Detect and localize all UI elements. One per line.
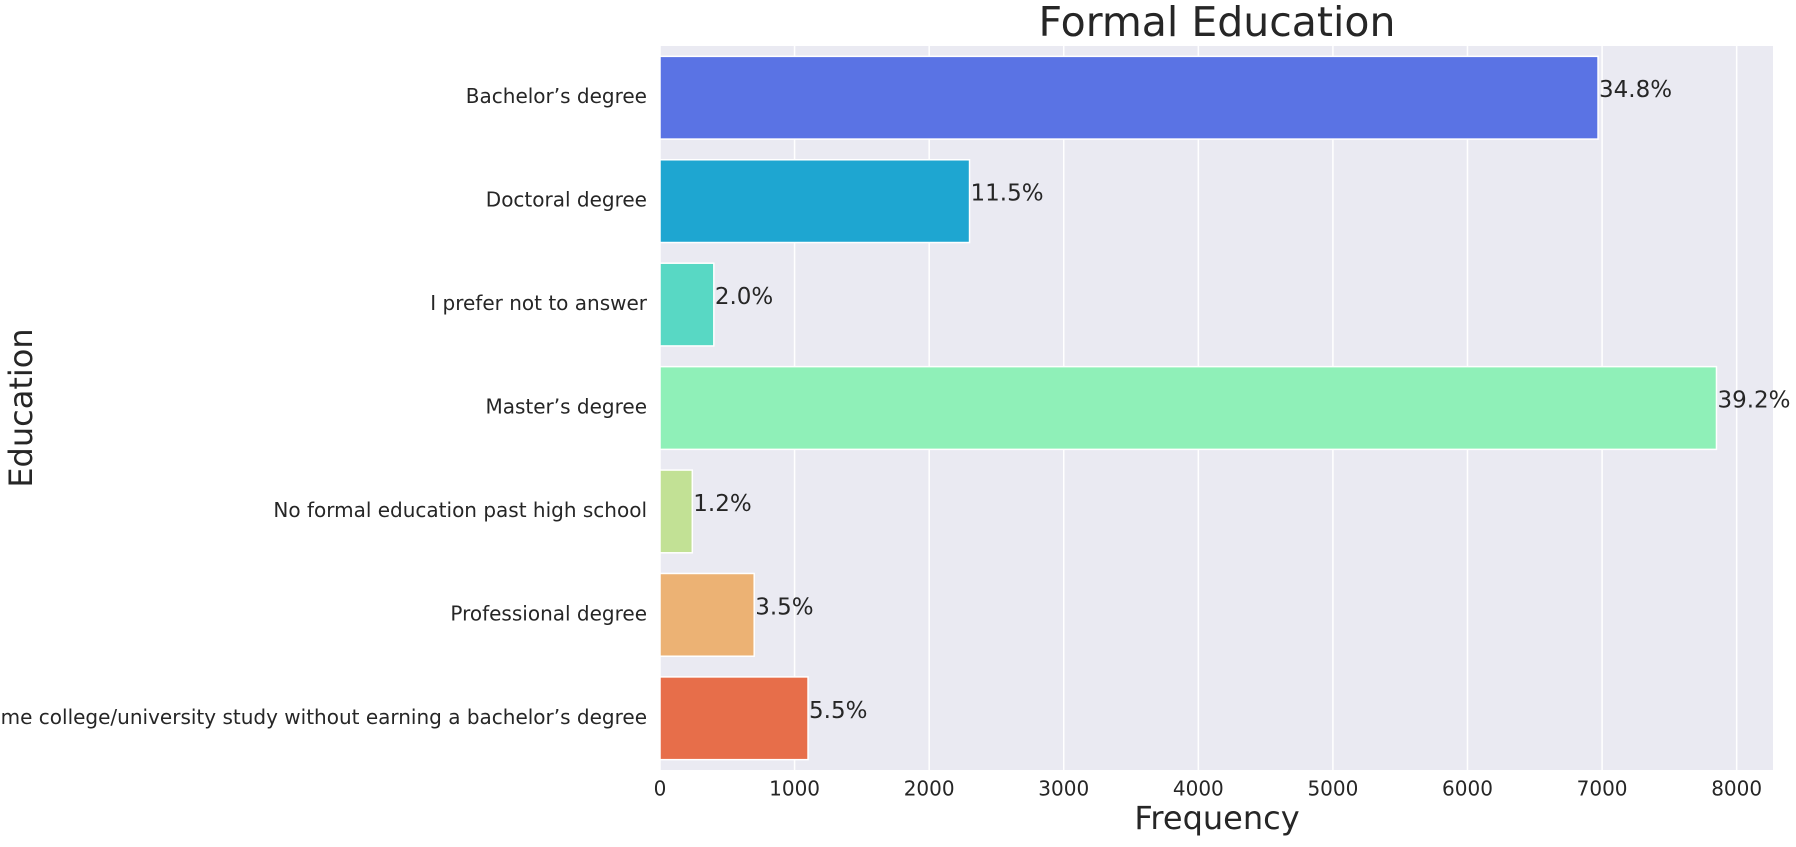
bar (659, 365, 1718, 451)
y-tick-label: Master’s degree (485, 395, 647, 419)
bar-annotation: 2.0% (715, 284, 773, 310)
x-tick-label: 8000 (1711, 777, 1762, 801)
x-tick-label: 7000 (1577, 777, 1628, 801)
bar (659, 676, 809, 761)
bar-annotation: 1.2% (693, 491, 751, 517)
bar-annotation: 3.5% (755, 594, 813, 620)
y-tick-label: Some college/university study without ea… (0, 705, 647, 729)
bar-annotation: 34.8% (1599, 77, 1672, 103)
x-tick-label: 4000 (1173, 777, 1224, 801)
y-tick-label: No formal education past high school (273, 498, 647, 522)
bar-annotation: 39.2% (1717, 388, 1790, 414)
y-tick-label: I prefer not to answer (430, 291, 648, 315)
x-tick-label: 5000 (1307, 777, 1358, 801)
bar (659, 55, 1599, 140)
x-tick-label: 1000 (769, 777, 820, 801)
y-axis-label: Education (2, 328, 40, 487)
bar (659, 469, 694, 554)
y-tick-label: Doctoral degree (486, 188, 647, 212)
x-axis-label: Frequency (1134, 799, 1299, 837)
x-tick-label: 6000 (1442, 777, 1493, 801)
chart-title: Formal Education (1039, 0, 1396, 46)
x-tick-label: 3000 (1038, 777, 1089, 801)
bar-annotation: 11.5% (971, 181, 1044, 207)
bar (659, 159, 971, 244)
x-tick-label: 2000 (904, 777, 955, 801)
y-tick-label: Bachelor’s degree (466, 84, 647, 108)
bar (659, 572, 755, 657)
bar-annotation: 5.5% (809, 698, 867, 724)
bar (659, 262, 715, 347)
y-tick-label: Professional degree (450, 601, 647, 625)
x-tick-label: 0 (654, 777, 667, 801)
